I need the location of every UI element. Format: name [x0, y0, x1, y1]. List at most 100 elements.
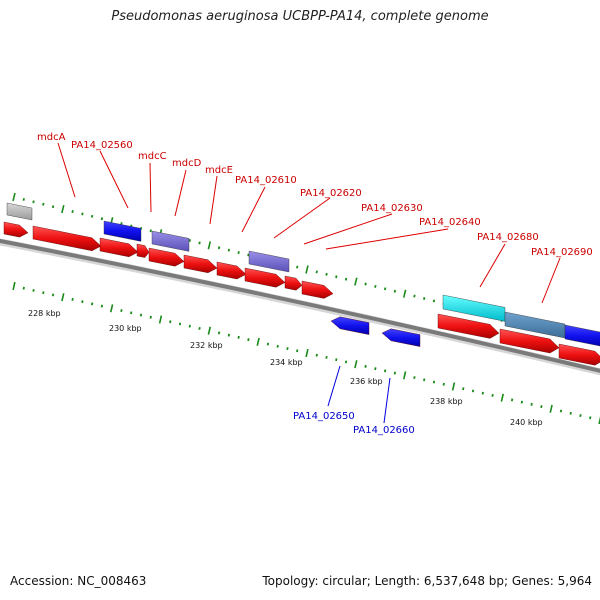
minor-tick: [423, 378, 426, 382]
minor-tick: [266, 342, 270, 346]
gene-label-pa14-02620: PA14_02620: [300, 188, 362, 199]
forward-leaders: [57, 142, 561, 304]
gene-arrow: [183, 254, 218, 274]
ruler-label: 240 kbp: [510, 418, 543, 427]
minor-tick: [100, 304, 104, 308]
minor-tick: [139, 313, 143, 317]
gene-label-pa14-02690: PA14_02690: [531, 247, 593, 258]
gene-arrows: [3, 221, 600, 366]
ruler-labels: 228 kbp 230 kbp 232 kbp 234 kbp 236 kbp …: [28, 309, 543, 427]
minor-tick: [510, 398, 514, 402]
major-tick: [207, 326, 212, 335]
major-tick: [305, 348, 309, 358]
minor-tick: [296, 349, 299, 353]
minor-tick: [120, 309, 123, 313]
forward-gene-labels: mdcA PA14_02560 mdcC mdcD mdcE PA14_0261…: [37, 132, 593, 258]
accession-label: Accession: NC_008463: [10, 574, 147, 588]
ruler-label: 238 kbp: [430, 397, 463, 406]
gene-label-pa14-02610: PA14_02610: [235, 175, 297, 186]
minor-tick: [198, 241, 201, 245]
minor-tick: [81, 212, 84, 216]
major-tick: [256, 337, 260, 346]
feature-block-purple: [248, 250, 290, 273]
major-tick: [500, 393, 505, 402]
map-title: Pseudomonas aeruginosa UCBPP-PA14, compl…: [111, 9, 489, 24]
minor-tick: [247, 338, 250, 342]
major-tick: [61, 205, 65, 214]
minor-tick: [51, 205, 55, 209]
minor-tick: [589, 416, 592, 420]
minor-tick: [374, 367, 377, 371]
minor-tick: [374, 284, 377, 288]
minor-tick: [149, 315, 152, 319]
minor-tick: [364, 364, 367, 368]
ruler-label: 230 kbp: [109, 324, 142, 333]
gene-label-pa14-02630: PA14_02630: [361, 203, 423, 214]
minor-tick: [81, 300, 84, 304]
minor-tick: [471, 389, 475, 393]
major-tick: [305, 265, 309, 274]
minor-tick: [579, 414, 582, 418]
minor-tick: [344, 277, 348, 281]
minor-tick: [520, 400, 524, 404]
major-tick: [598, 416, 600, 425]
minor-tick: [296, 265, 299, 269]
gene-arrow-reverse: [330, 316, 370, 335]
ruler-label: 228 kbp: [28, 309, 61, 318]
minor-tick: [100, 217, 104, 221]
minor-tick: [237, 335, 240, 339]
major-tick: [402, 289, 407, 298]
minor-tick: [22, 197, 25, 201]
feature-block-purple: [151, 230, 190, 252]
minor-tick: [559, 409, 563, 413]
minor-tick: [393, 371, 397, 375]
minor-tick: [413, 294, 416, 298]
minor-tick: [432, 380, 436, 384]
minor-tick: [315, 270, 318, 274]
minor-tick: [335, 358, 338, 362]
minor-tick: [90, 302, 94, 306]
minor-tick: [383, 369, 387, 373]
minor-tick: [286, 347, 289, 351]
minor-tick: [413, 376, 416, 380]
minor-tick: [491, 393, 494, 397]
minor-tick: [432, 299, 436, 303]
ruler-label: 236 kbp: [350, 377, 383, 386]
feature-block-blue: [564, 324, 600, 347]
feature-block-gray: [6, 202, 33, 221]
minor-tick: [198, 326, 201, 330]
major-tick: [61, 293, 65, 302]
ruler-label: 234 kbp: [270, 358, 303, 367]
gene-arrow: [499, 328, 560, 354]
minor-tick: [462, 387, 465, 391]
minor-tick: [423, 297, 426, 300]
minor-tick: [364, 282, 367, 286]
minor-tick: [335, 275, 338, 279]
gene-label-mdca: mdcA: [37, 132, 66, 143]
minor-tick: [188, 239, 191, 242]
gene-label-pa14-02560: PA14_02560: [71, 140, 133, 151]
minor-tick: [42, 202, 45, 206]
minor-tick: [169, 320, 172, 324]
genome-backbone: [0, 238, 600, 376]
minor-tick: [442, 382, 445, 386]
minor-tick: [130, 311, 133, 315]
gene-arrow: [437, 313, 500, 339]
minor-tick: [569, 411, 572, 415]
minor-tick: [227, 333, 231, 337]
minor-tick: [188, 324, 191, 328]
minor-tick: [383, 287, 387, 291]
feature-block-blue: [103, 220, 142, 242]
feature-blocks: [6, 202, 600, 347]
minor-tick: [530, 402, 533, 406]
gene-label-pa14-02680: PA14_02680: [477, 232, 539, 243]
minor-tick: [540, 405, 543, 409]
major-tick: [354, 360, 358, 369]
minor-tick: [217, 246, 221, 250]
minor-tick: [325, 272, 328, 276]
gene-arrow: [3, 221, 29, 238]
genome-summary: Topology: circular; Length: 6,537,648 bp…: [262, 574, 592, 588]
minor-tick: [227, 248, 231, 252]
gene-arrow-reverse: [381, 328, 421, 347]
